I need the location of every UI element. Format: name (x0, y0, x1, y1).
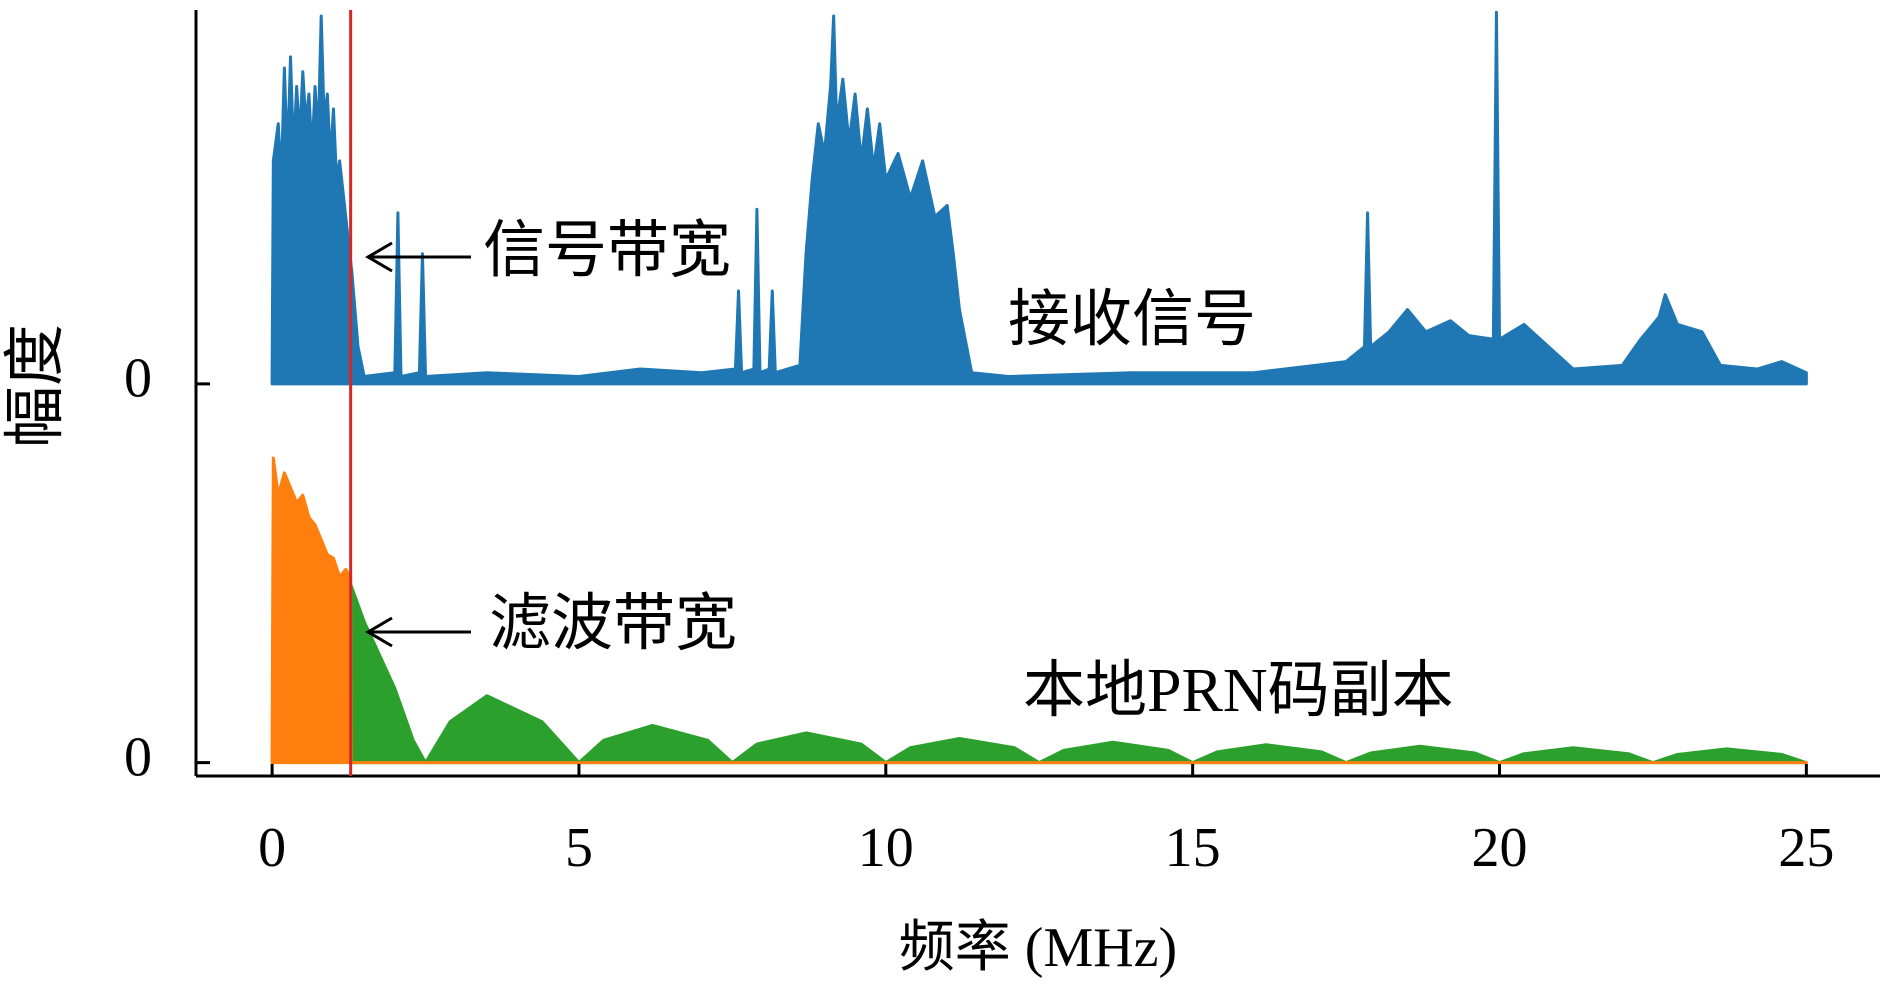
y-axis-label: 幅度 (2, 324, 70, 448)
x-axis-label: 频率 (MHz) (899, 917, 1177, 979)
x-tick-label: 25 (1778, 817, 1834, 879)
arrow-head (365, 616, 393, 648)
y-tick-label: 0 (124, 348, 152, 410)
annotation: 信号带宽 (483, 217, 731, 285)
x-tick-label: 5 (565, 817, 593, 879)
x-tick-label: 10 (858, 817, 914, 879)
annotation: 本地PRN码副本 (1023, 657, 1454, 725)
annotation: 滤波带宽 (489, 590, 737, 658)
arrow-head (365, 241, 393, 273)
x-tick-label: 15 (1165, 817, 1221, 879)
series-label: 接收信号 (1008, 286, 1256, 354)
spectrum-area (270, 10, 1808, 386)
x-tick-label: 20 (1472, 817, 1528, 879)
plot-area (270, 10, 1808, 776)
y-tick-label: 0 (124, 726, 152, 788)
x-tick-label: 0 (258, 817, 286, 879)
